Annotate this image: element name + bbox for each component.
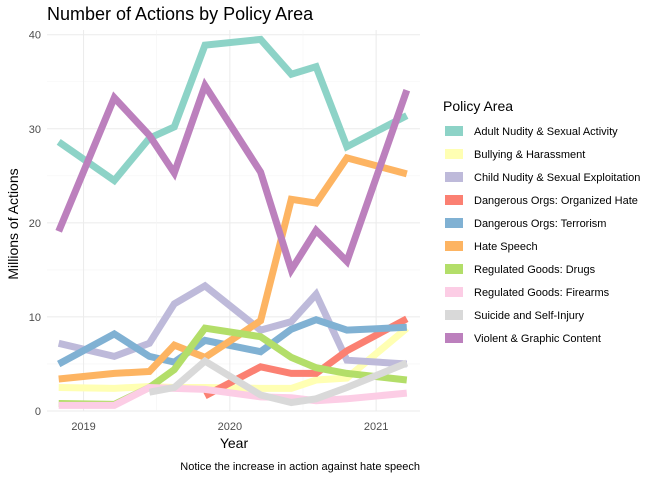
series-line-dangerous-orgs-organized-hate — [203, 315, 409, 400]
y-axis-label: Millions of Actions — [5, 168, 21, 279]
legend-label: Suicide and Self-Injury — [474, 310, 585, 322]
legend-swatch — [445, 149, 463, 159]
legend-swatch — [445, 287, 463, 297]
legend-swatch — [445, 264, 463, 274]
series-line-dangerous-orgs-terrorism — [57, 315, 407, 368]
legend-label: Violent & Graphic Content — [474, 333, 601, 345]
series-line-violent-graphic-content — [55, 77, 411, 279]
legend-swatch — [445, 241, 463, 251]
x-axis-label: Year — [220, 435, 249, 451]
series-line-regulated-goods-firearms — [58, 383, 408, 409]
y-tick-label: 30 — [29, 124, 41, 136]
series-line-adult-nudity-sexual-activity — [56, 35, 409, 186]
legend-label: Dangerous Orgs: Organized Hate — [474, 195, 638, 207]
legend-swatch — [445, 218, 463, 228]
legend-swatch — [445, 310, 463, 320]
legend-label: Dangerous Orgs: Terrorism — [474, 218, 606, 230]
legend-swatch — [445, 333, 463, 343]
series-line-hate-speech — [58, 153, 408, 383]
legend-title: Policy Area — [443, 98, 513, 114]
series-line-bullying-harassment — [58, 325, 410, 392]
x-tick-label: 2020 — [218, 421, 242, 433]
legend-swatch — [445, 195, 463, 205]
chart-caption: Notice the increase in action against ha… — [180, 461, 420, 473]
legend-label: Regulated Goods: Drugs — [474, 264, 596, 276]
y-tick-label: 10 — [29, 312, 41, 324]
y-tick-label: 20 — [29, 218, 41, 230]
legend-label: Hate Speech — [474, 241, 538, 253]
legend-label: Adult Nudity & Sexual Activity — [474, 126, 618, 138]
series-lines — [55, 35, 411, 409]
chart-title: Number of Actions by Policy Area — [47, 4, 314, 24]
x-tick-label: 2019 — [71, 421, 95, 433]
y-tick-label: 0 — [35, 406, 41, 418]
x-tick-label: 2021 — [364, 421, 388, 433]
legend-label: Regulated Goods: Firearms — [474, 287, 610, 299]
legend-swatch — [445, 172, 463, 182]
legend: Adult Nudity & Sexual Activity Bullying &… — [445, 126, 640, 345]
legend-label: Child Nudity & Sexual Exploitation — [474, 172, 640, 184]
series-line-suicide-and-self-injury — [148, 356, 409, 407]
series-line-child-nudity-sexual-exploitation — [57, 281, 408, 368]
legend-swatch — [445, 126, 463, 136]
legend-label: Bullying & Harassment — [474, 149, 585, 161]
tick-labels: 0 10 20 30 40 2019 2020 2021 — [29, 30, 389, 433]
y-tick-label: 40 — [29, 30, 41, 42]
